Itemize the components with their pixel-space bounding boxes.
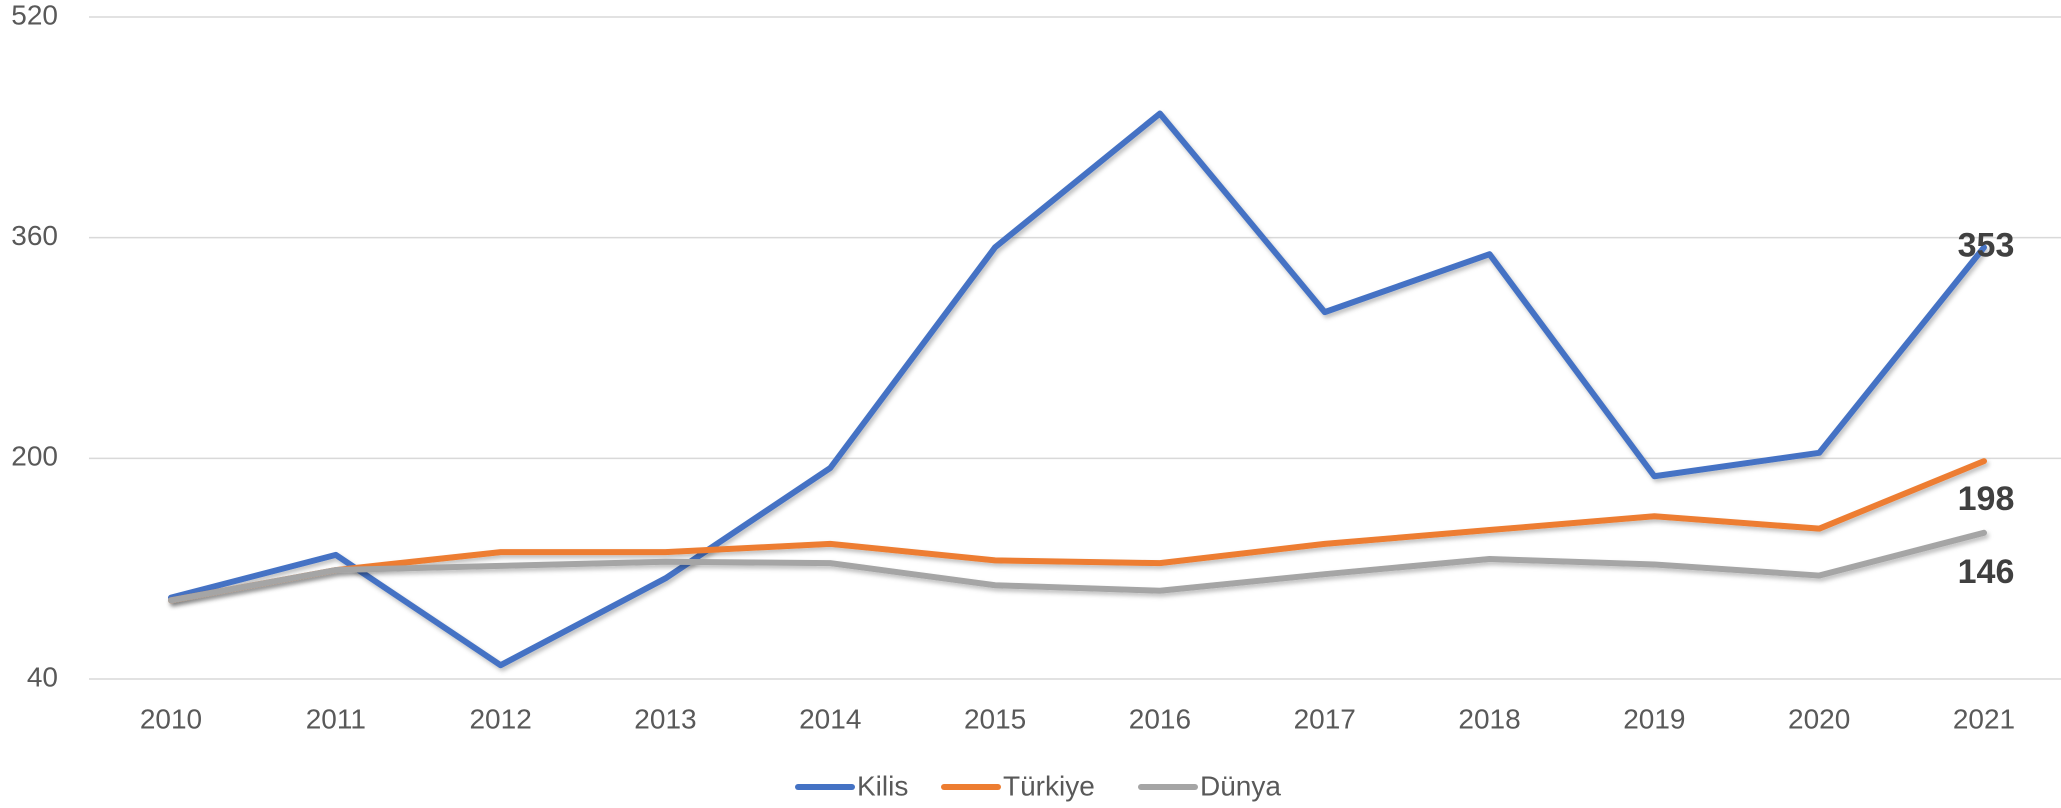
x-tick-label: 2021	[1953, 703, 2015, 734]
x-tick-label: 2013	[634, 703, 696, 734]
x-tick-label: 2011	[306, 703, 366, 734]
legend-label: Kilis	[857, 770, 908, 801]
y-tick-label: 200	[11, 441, 58, 472]
x-tick-label: 2020	[1788, 703, 1850, 734]
data-label: 146	[1958, 553, 2015, 591]
series-line	[168, 110, 1987, 669]
y-tick-label: 360	[11, 220, 58, 251]
legend-label: Türkiye	[1003, 770, 1095, 801]
y-tick-label: 520	[11, 0, 58, 30]
y-tick-label: 40	[27, 661, 58, 692]
legend-label: Dünya	[1200, 770, 1281, 801]
series-line	[168, 458, 1987, 604]
x-tick-label: 2017	[1294, 703, 1356, 734]
x-tick-label: 2010	[140, 703, 202, 734]
x-tick-label: 2012	[469, 703, 531, 734]
x-tick-label: 2016	[1129, 703, 1191, 734]
x-tick-label: 2019	[1623, 703, 1685, 734]
x-tick-label: 2015	[964, 703, 1026, 734]
series-line	[168, 529, 1987, 604]
data-label: 353	[1958, 226, 2015, 264]
x-tick-label: 2014	[799, 703, 861, 734]
data-label: 198	[1958, 480, 2015, 518]
x-tick-label: 2018	[1458, 703, 1520, 734]
